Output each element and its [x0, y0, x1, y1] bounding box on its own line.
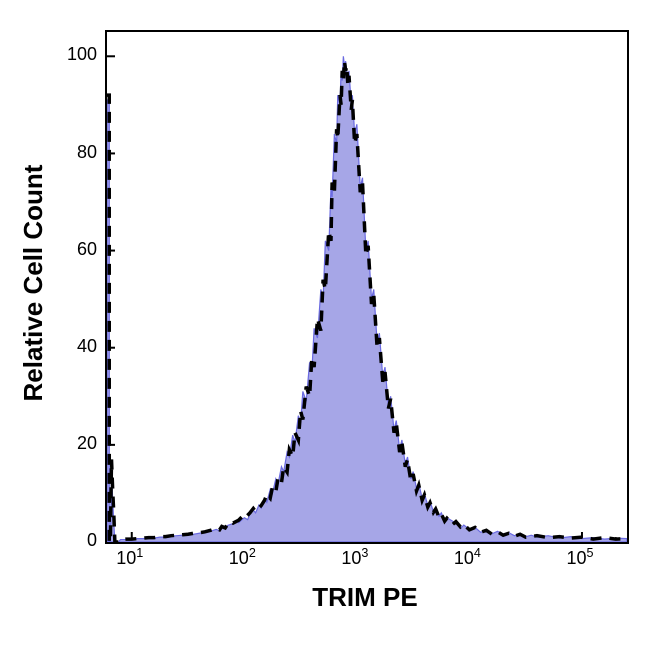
tick-label: 105 [550, 546, 610, 569]
tick-label: 60 [47, 239, 97, 260]
tick-label: 101 [100, 546, 160, 569]
tick-label: 20 [47, 433, 97, 454]
tick-label: 103 [325, 546, 385, 569]
tick-label: 102 [212, 546, 272, 569]
plot-area [105, 30, 629, 544]
tick-label: 0 [47, 530, 97, 551]
tick-label: 40 [47, 336, 97, 357]
y-axis-label: Relative Cell Count [18, 28, 48, 538]
histogram-fill-series [107, 56, 627, 542]
tick-label: 80 [47, 142, 97, 163]
tick-label: 100 [47, 44, 97, 65]
histogram-svg [107, 32, 627, 542]
x-axis-label: TRIM PE [105, 582, 625, 613]
chart-container: Relative Cell Count TRIM PE 0 20 40 60 80 100… [0, 0, 650, 645]
tick-label: 104 [437, 546, 497, 569]
